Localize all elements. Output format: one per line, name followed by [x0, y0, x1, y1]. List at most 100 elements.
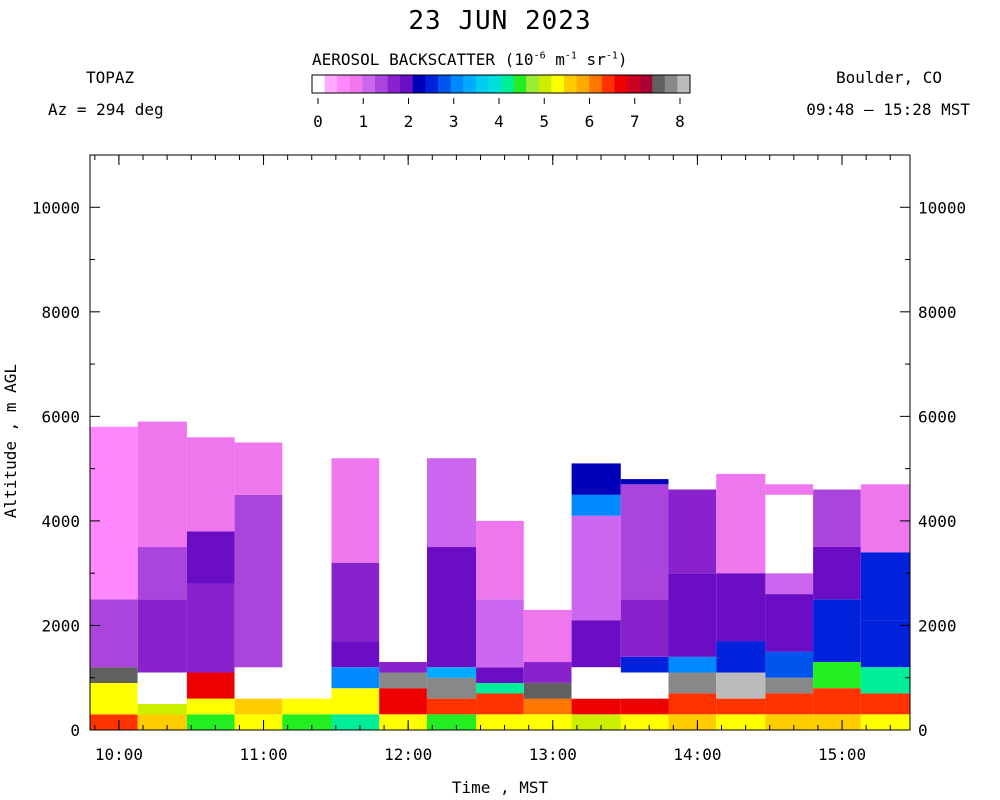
colorbar-swatch-5 [375, 75, 388, 93]
scan-6-layer-3 [331, 667, 380, 689]
colorbar-swatch-20 [564, 75, 577, 93]
colorbar-tick-label-3: 3 [449, 112, 459, 131]
scan-6-layer-5 [331, 562, 380, 642]
colorbar-tick-label-5: 5 [539, 112, 549, 131]
scan-11-layer-4 [571, 620, 621, 668]
chart-title: 23 JUN 2023 [408, 6, 592, 36]
scan-1-layer-5 [90, 426, 138, 600]
y-tick-label-right-1: 2000 [918, 616, 957, 635]
scan-column-1 [90, 426, 138, 730]
y-tick-label-right-4: 8000 [918, 303, 957, 322]
scan-10-layer-4 [523, 662, 572, 683]
scan-2-layer-3 [137, 672, 187, 704]
scan-11-layer-1 [571, 714, 621, 730]
instrument-name: TOPAZ [86, 68, 135, 87]
colorbar-swatch-3 [349, 75, 363, 93]
scan-14-layer-4 [716, 641, 766, 673]
scan-13-layer-6 [668, 489, 717, 574]
colorbar-swatch-22 [589, 75, 603, 93]
scan-4-layer-4 [234, 494, 283, 668]
scan-12-layer-2 [620, 698, 669, 715]
time-range-label: 09:48 – 15:28 MST [806, 100, 970, 119]
scan-10-layer-5 [523, 609, 572, 663]
colorbar-swatch-17 [526, 75, 540, 93]
scan-9-layer-2 [476, 693, 524, 715]
colorbar-swatch-11 [450, 75, 464, 93]
scan-8-layer-5 [427, 547, 477, 668]
x-tick-label-4: 14:00 [673, 745, 721, 764]
scan-13-layer-2 [668, 693, 717, 715]
scan-17-layer-3 [860, 667, 910, 694]
scan-8-layer-1 [427, 714, 477, 730]
scan-3-layer-4 [186, 583, 235, 673]
scan-2-layer-6 [137, 421, 187, 548]
colorbar-swatch-19 [551, 75, 565, 93]
colorbar-tick-label-6: 6 [585, 112, 595, 131]
scan-column-11 [571, 463, 621, 730]
scan-11-layer-6 [571, 494, 621, 516]
scan-11-layer-3 [571, 667, 621, 699]
scan-16-layer-1 [813, 714, 861, 730]
scan-4-layer-3 [234, 667, 283, 699]
scan-9-layer-4 [476, 667, 524, 683]
scan-11-layer-5 [571, 515, 621, 621]
axes: 0 0 2000 2000 4000 4000 6000 6000 8000 8000 10000 1… [32, 155, 966, 764]
y-tick-label-left-5: 10000 [32, 198, 80, 217]
scan-8-layer-2 [427, 698, 477, 715]
colorbar-swatch-1 [324, 75, 338, 93]
scan-column-6 [331, 458, 380, 730]
scan-12-layer-3 [620, 672, 669, 699]
y-tick-label-left-2: 4000 [41, 512, 80, 531]
x-tick-label-3: 13:00 [529, 745, 577, 764]
scan-2-layer-1 [137, 714, 187, 730]
scan-6-layer-6 [331, 510, 380, 563]
scan-14-layer-3 [716, 672, 766, 699]
colorbar-swatch-0 [312, 75, 325, 93]
scan-15-layer-5 [765, 594, 814, 652]
scan-11-layer-7 [571, 463, 621, 495]
scan-column-12 [620, 479, 669, 730]
colorbar-tick-label-4: 4 [494, 112, 504, 131]
colorbar-swatch-8 [412, 75, 426, 93]
x-tick-label-5: 15:00 [818, 745, 866, 764]
scan-17-layer-5 [860, 552, 910, 621]
scan-17-layer-6 [860, 484, 910, 553]
scan-12-layer-5 [620, 599, 669, 657]
scan-12-layer-1 [620, 714, 669, 730]
scan-3-layer-6 [186, 437, 235, 532]
location-label: Boulder, CO [836, 68, 942, 87]
colorbar-swatch-13 [475, 75, 489, 93]
colorbar-swatch-4 [362, 75, 376, 93]
y-tick-label-left-1: 2000 [41, 616, 80, 635]
scan-16-layer-6 [813, 489, 861, 547]
scan-10-layer-3 [523, 683, 572, 699]
scan-12-layer-7 [620, 479, 669, 485]
scan-7-layer-2 [379, 688, 427, 715]
scan-column-10 [523, 531, 572, 730]
scan-column-13 [668, 489, 717, 730]
scan-10-layer-6 [523, 531, 572, 610]
scan-2-layer-5 [137, 547, 187, 600]
scan-column-17 [860, 484, 910, 730]
scan-13-layer-1 [668, 714, 717, 730]
scan-13-layer-5 [668, 573, 717, 657]
x-axis-label: Time , MST [451, 778, 549, 797]
colorbar-swatch-29 [677, 75, 691, 93]
scan-15-layer-7 [765, 494, 814, 574]
scan-16-layer-5 [813, 547, 861, 600]
x-tick-label-2: 12:00 [384, 745, 432, 764]
scan-14-layer-2 [716, 698, 766, 715]
scan-10-layer-1 [523, 714, 572, 730]
colorbar-swatch-26 [639, 75, 653, 93]
scan-17-layer-2 [860, 693, 910, 715]
y-tick-label-right-2: 4000 [918, 512, 957, 531]
scan-13-layer-3 [668, 672, 717, 694]
scan-6-layer-4 [331, 641, 380, 668]
scan-9-layer-5 [476, 599, 524, 668]
scan-15-layer-1 [765, 714, 814, 730]
colorbar-swatch-12 [463, 75, 477, 93]
y-tick-label-left-4: 8000 [41, 303, 80, 322]
scan-16-layer-4 [813, 599, 861, 662]
scan-column-15 [765, 484, 814, 730]
colorbar-swatch-28 [664, 75, 678, 93]
